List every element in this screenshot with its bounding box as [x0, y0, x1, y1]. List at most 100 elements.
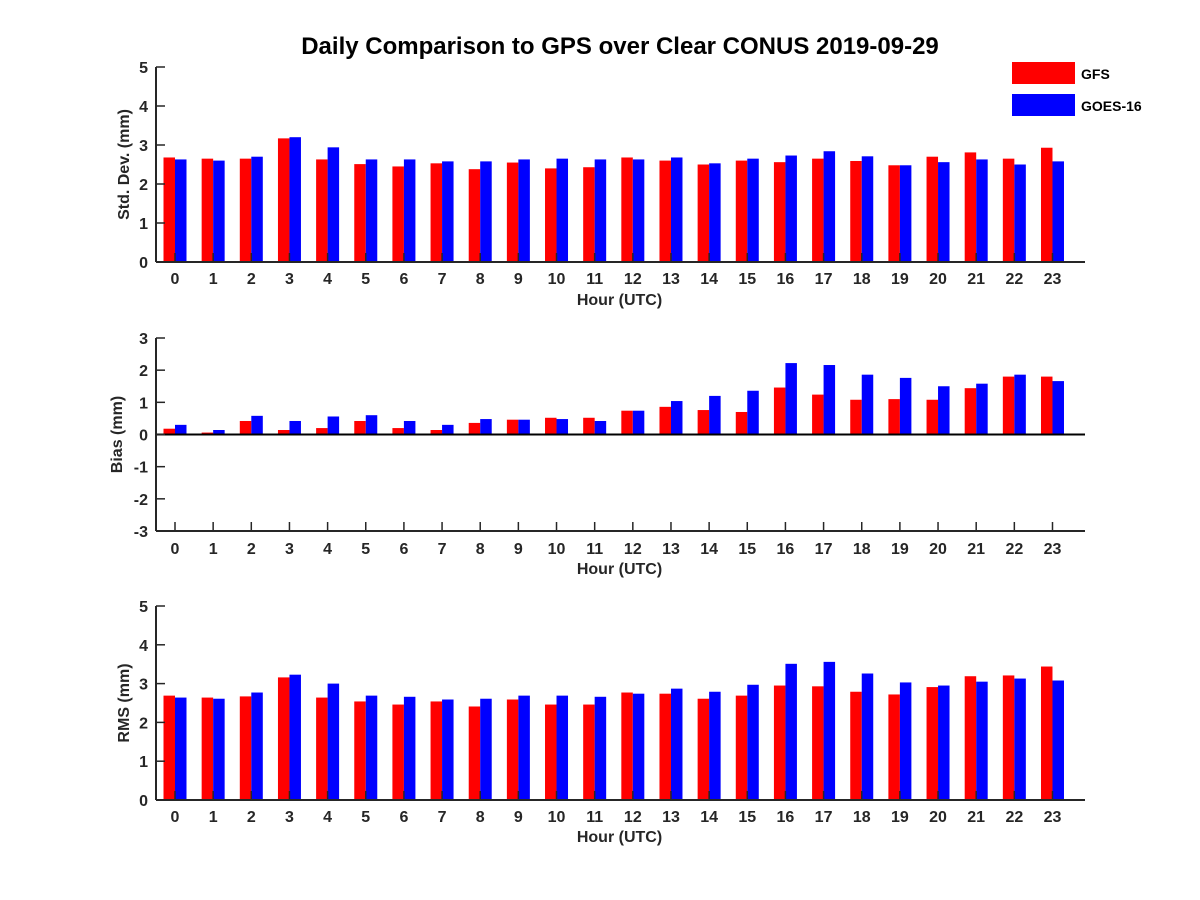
y-tick-label: 1	[139, 395, 148, 412]
x-tick-label: 7	[438, 809, 447, 826]
x-tick-label: 17	[815, 809, 833, 826]
bar-bias-mm-goes-16-20	[938, 386, 950, 435]
x-tick-label: 18	[853, 809, 871, 826]
bar-rms-mm-gfs-3	[277, 677, 290, 800]
bar-bias-mm-gfs-3	[277, 430, 290, 435]
bar-rms-mm-gfs-19	[888, 694, 900, 800]
bar-std-dev-mm-goes-16-13	[670, 157, 683, 262]
bar-rms-mm-goes-16-2	[251, 692, 263, 800]
bar-bias-mm-goes-16-21	[976, 383, 988, 435]
bar-rms-mm-goes-16-7	[442, 699, 454, 800]
x-tick-label: 10	[548, 271, 566, 288]
bar-rms-mm-gfs-4	[316, 697, 328, 800]
x-tick-label: 13	[662, 809, 680, 826]
bar-bias-mm-goes-16-8	[480, 419, 492, 435]
x-tick-label: 1	[209, 809, 218, 826]
x-tick-label: 19	[891, 271, 909, 288]
bar-bias-mm-gfs-18	[850, 399, 862, 435]
x-tick-label: 15	[738, 271, 756, 288]
x-tick-label: 10	[548, 809, 566, 826]
bar-bias-mm-goes-16-11	[594, 420, 607, 435]
x-axis-label: Hour (UTC)	[577, 292, 662, 309]
bar-bias-mm-goes-16-3	[289, 420, 301, 435]
x-tick-label: 19	[891, 541, 909, 558]
bar-rms-mm-goes-16-11	[594, 696, 607, 800]
bar-std-dev-mm-goes-16-4	[327, 147, 340, 262]
bar-std-dev-mm-goes-16-20	[938, 162, 950, 262]
legend-swatch-goes-16	[1012, 94, 1075, 116]
x-tick-label: 23	[1044, 541, 1062, 558]
bar-std-dev-mm-gfs-2	[239, 158, 252, 262]
bar-bias-mm-gfs-23	[1040, 376, 1053, 435]
y-tick-label: 1	[139, 754, 148, 771]
bar-bias-mm-gfs-12	[621, 410, 633, 435]
bar-bias-mm-gfs-7	[430, 430, 443, 435]
legend-swatch-gfs	[1012, 62, 1075, 84]
bar-std-dev-mm-gfs-10	[545, 168, 557, 262]
bar-rms-mm-goes-16-13	[670, 688, 683, 800]
x-tick-label: 11	[586, 271, 603, 288]
bar-bias-mm-goes-16-19	[899, 377, 912, 435]
bar-rms-mm-gfs-22	[1002, 675, 1015, 800]
x-tick-label: 6	[399, 809, 408, 826]
bar-std-dev-mm-goes-16-17	[823, 151, 836, 262]
bar-rms-mm-gfs-13	[659, 693, 671, 800]
y-tick-label: 5	[139, 599, 148, 616]
bar-bias-mm-gfs-15	[735, 411, 748, 435]
bar-std-dev-mm-goes-16-19	[899, 165, 912, 262]
x-tick-label: 3	[285, 809, 294, 826]
bar-bias-mm-goes-16-5	[365, 415, 378, 435]
bar-std-dev-mm-goes-16-8	[480, 161, 492, 262]
bar-std-dev-mm-gfs-6	[392, 166, 404, 262]
bar-rms-mm-gfs-6	[392, 704, 404, 800]
x-tick-label: 5	[361, 541, 370, 558]
bar-rms-mm-gfs-8	[468, 706, 481, 800]
bar-rms-mm-goes-16-16	[785, 663, 797, 800]
y-axis-label: RMS (mm)	[116, 663, 133, 742]
y-tick-label: 0	[139, 255, 148, 272]
bar-bias-mm-gfs-4	[316, 428, 328, 435]
bar-std-dev-mm-gfs-13	[659, 160, 671, 262]
x-tick-label: 10	[548, 541, 566, 558]
bar-bias-mm-goes-16-12	[632, 410, 645, 435]
bar-bias-mm-goes-16-9	[518, 419, 530, 435]
bar-std-dev-mm-goes-16-7	[442, 161, 454, 262]
bar-std-dev-mm-gfs-7	[430, 163, 443, 262]
bar-rms-mm-goes-16-20	[938, 685, 950, 800]
x-tick-label: 0	[171, 809, 180, 826]
x-tick-label: 12	[624, 541, 642, 558]
y-tick-label: -1	[134, 460, 148, 477]
x-tick-label: 4	[323, 809, 332, 826]
bar-rms-mm-gfs-20	[926, 687, 939, 800]
bar-rms-mm-gfs-9	[506, 699, 519, 800]
bar-std-dev-mm-gfs-20	[926, 156, 939, 262]
bar-bias-mm-gfs-22	[1002, 376, 1015, 435]
bar-bias-mm-goes-16-0	[175, 424, 187, 435]
bar-std-dev-mm-gfs-5	[354, 164, 366, 262]
x-tick-label: 8	[476, 541, 485, 558]
y-tick-label: 0	[139, 793, 148, 810]
legend: GFS GOES-16	[1012, 62, 1142, 116]
chart-title: Daily Comparison to GPS over Clear CONUS…	[301, 33, 939, 60]
y-tick-label: 4	[139, 638, 148, 655]
x-tick-label: 11	[586, 809, 603, 826]
y-tick-label: 3	[139, 331, 148, 348]
bar-rms-mm-goes-16-17	[823, 661, 836, 800]
bar-rms-mm-gfs-5	[354, 701, 366, 800]
x-tick-label: 1	[209, 271, 218, 288]
x-tick-label: 16	[777, 541, 795, 558]
bar-rms-mm-gfs-18	[850, 691, 862, 800]
y-tick-label: 0	[139, 428, 148, 445]
bar-rms-mm-gfs-2	[239, 696, 252, 800]
x-tick-label: 9	[514, 541, 523, 558]
x-tick-label: 12	[624, 809, 642, 826]
y-tick-label: -2	[134, 492, 148, 509]
bar-bias-mm-gfs-14	[697, 410, 710, 435]
legend-label-gfs: GFS	[1081, 66, 1110, 82]
y-tick-label: 3	[139, 138, 148, 155]
bar-bias-mm-goes-16-10	[556, 419, 569, 435]
bar-std-dev-mm-goes-16-1	[213, 160, 225, 262]
bar-std-dev-mm-goes-16-9	[518, 159, 530, 262]
bar-bias-mm-gfs-2	[239, 420, 252, 435]
